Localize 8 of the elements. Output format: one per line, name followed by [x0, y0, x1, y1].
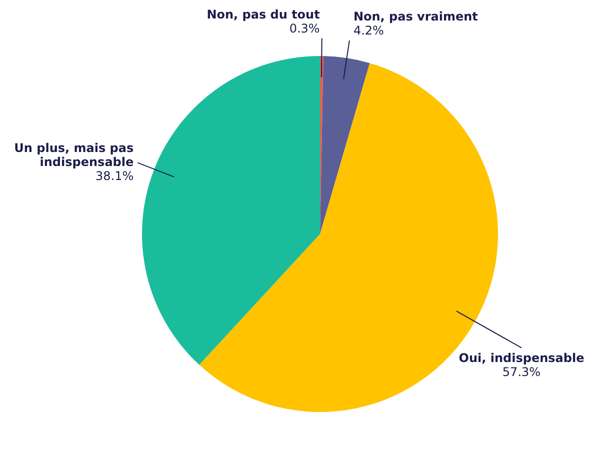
slice-label: Non, pas vraiment [353, 10, 478, 24]
data-label: 4.2% [353, 24, 384, 38]
data-label: 0.3% [289, 21, 320, 36]
slice-label: Oui, indispensable [458, 350, 584, 365]
slice-label: Non, pas du tout [206, 7, 320, 22]
slice-label: Un plus, mais pas indispensable [14, 140, 134, 169]
data-label: 38.1% [96, 168, 134, 183]
data-label: 57.3% [502, 364, 541, 379]
